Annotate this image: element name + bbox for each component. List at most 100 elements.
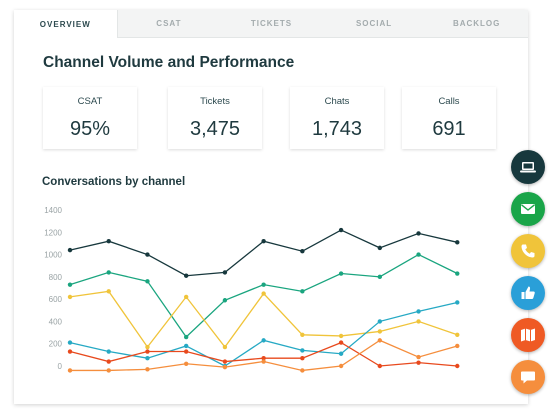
data-point[interactable] <box>222 364 228 370</box>
kpi-card-chats: Chats 1,743 <box>290 87 384 149</box>
kpi-value: 95% <box>69 118 111 140</box>
data-point[interactable] <box>455 240 460 245</box>
data-point[interactable] <box>338 340 344 345</box>
email-icon <box>521 204 535 214</box>
data-point[interactable] <box>183 294 189 300</box>
series-line-1 <box>69 253 458 339</box>
data-point[interactable] <box>106 349 111 354</box>
data-point[interactable] <box>67 247 73 253</box>
data-point[interactable] <box>300 332 305 337</box>
data-point[interactable] <box>222 344 228 350</box>
data-point[interactable] <box>67 282 73 287</box>
data-point[interactable] <box>261 291 266 296</box>
laptop-icon <box>520 162 536 173</box>
map-button[interactable] <box>511 318 545 352</box>
laptop-button[interactable] <box>511 150 545 184</box>
data-point[interactable] <box>106 289 111 294</box>
data-point[interactable] <box>67 340 73 345</box>
data-point[interactable] <box>338 333 344 339</box>
data-point[interactable] <box>183 343 189 349</box>
y-tick-label: 0 <box>58 362 63 371</box>
data-point[interactable] <box>377 363 383 369</box>
data-point[interactable] <box>338 227 344 233</box>
data-point[interactable] <box>377 245 383 251</box>
data-point[interactable] <box>455 332 460 337</box>
data-point[interactable] <box>300 249 305 254</box>
data-point[interactable] <box>67 349 73 354</box>
data-point[interactable] <box>183 273 189 278</box>
data-point[interactable] <box>416 252 421 257</box>
data-point[interactable] <box>338 271 344 276</box>
chat-button[interactable] <box>511 360 545 394</box>
data-point[interactable] <box>416 319 421 324</box>
data-point[interactable] <box>300 289 305 294</box>
data-point[interactable] <box>261 239 266 244</box>
y-tick-label: 1200 <box>44 228 62 237</box>
data-point[interactable] <box>145 252 150 257</box>
data-point[interactable] <box>455 343 460 349</box>
data-point[interactable] <box>106 368 111 373</box>
data-point[interactable] <box>145 344 150 350</box>
kpi-card-calls: Calls 691 <box>402 87 496 149</box>
data-point[interactable] <box>261 338 266 343</box>
kpi-label: Chats <box>324 96 350 107</box>
chart-title: Conversations by channel <box>42 176 186 188</box>
data-point[interactable] <box>300 356 305 361</box>
data-point[interactable] <box>416 309 421 314</box>
data-point[interactable] <box>261 356 266 361</box>
data-point[interactable] <box>261 282 266 287</box>
data-point[interactable] <box>377 274 383 280</box>
data-point[interactable] <box>377 338 383 343</box>
data-point[interactable] <box>222 298 228 303</box>
data-point[interactable] <box>377 319 383 324</box>
y-tick-label: 800 <box>49 273 63 282</box>
phone-icon <box>521 244 535 258</box>
y-tick-label: 600 <box>49 295 63 304</box>
data-point[interactable] <box>183 361 189 366</box>
social-button[interactable] <box>511 276 545 310</box>
kpi-value: 3,475 <box>189 118 241 140</box>
kpi-value: 691 <box>432 118 466 140</box>
data-point[interactable] <box>106 239 111 244</box>
tab-social[interactable]: SOCIAL <box>322 10 426 38</box>
data-point[interactable] <box>338 363 344 369</box>
data-point[interactable] <box>106 359 111 364</box>
page-title: Channel Volume and Performance <box>43 54 295 71</box>
data-point[interactable] <box>377 329 383 334</box>
data-point[interactable] <box>145 349 150 354</box>
data-point[interactable] <box>455 363 460 369</box>
data-point[interactable] <box>416 354 421 360</box>
data-point[interactable] <box>300 368 305 373</box>
tab-overview[interactable]: OVERVIEW <box>14 10 118 38</box>
y-tick-label: 1000 <box>44 251 62 260</box>
data-point[interactable] <box>338 351 344 356</box>
data-point[interactable] <box>222 270 228 275</box>
data-point[interactable] <box>183 349 189 354</box>
data-point[interactable] <box>300 348 305 353</box>
phone-button[interactable] <box>511 234 545 268</box>
data-point[interactable] <box>261 359 266 364</box>
tab-csat[interactable]: CSAT <box>117 10 221 38</box>
tab-tickets[interactable]: TICKETS <box>220 10 323 38</box>
kpi-value: 1,743 <box>311 118 363 140</box>
data-point[interactable] <box>222 359 228 364</box>
data-point[interactable] <box>183 334 189 340</box>
line-chart: 1400 1200 1000 800 600 400 200 0 <box>44 206 460 373</box>
kpi-label: Calls <box>438 96 460 107</box>
data-point[interactable] <box>416 360 421 365</box>
data-point[interactable] <box>416 231 421 236</box>
email-button[interactable] <box>511 192 545 226</box>
data-point[interactable] <box>145 367 150 372</box>
data-point[interactable] <box>145 279 150 284</box>
tab-bar: OVERVIEW CSAT TICKETS SOCIAL BACKLOG <box>14 10 528 38</box>
data-point[interactable] <box>455 300 460 305</box>
data-point[interactable] <box>455 271 460 276</box>
data-point[interactable] <box>67 294 73 300</box>
kpi-card-tickets: Tickets 3,475 <box>168 87 262 149</box>
kpi-card-csat: CSAT 95% <box>43 87 137 149</box>
kpi-label: CSAT <box>77 96 103 107</box>
data-point[interactable] <box>106 270 111 275</box>
data-point[interactable] <box>67 368 73 373</box>
data-point[interactable] <box>145 356 150 361</box>
tab-backlog[interactable]: BACKLOG <box>425 10 528 38</box>
